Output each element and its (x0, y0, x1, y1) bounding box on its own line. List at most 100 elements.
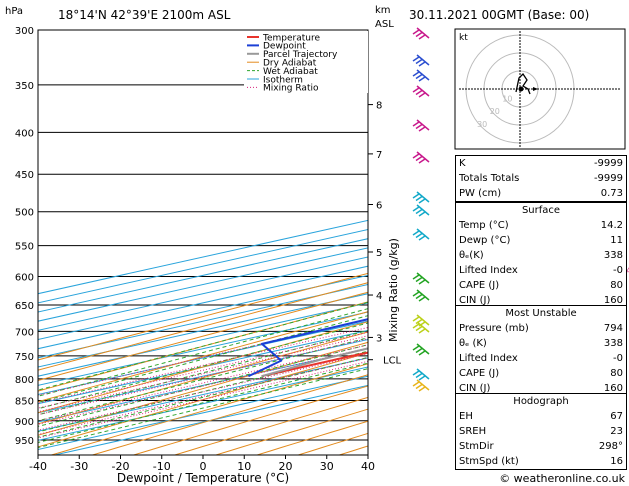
wind-barb-staff (416, 69, 430, 81)
height-tick-label: 3 (376, 333, 382, 344)
wind-barb (412, 191, 430, 204)
wet-adiabat-line (38, 356, 368, 438)
profile-lines (247, 318, 368, 378)
stat-row: θₑ(K) 338 (456, 248, 626, 263)
axes: 3003504004505005506006507007508008509009… (15, 26, 402, 473)
stats-panel: K -9999 Totals Totals -9999 PW (cm) 0.73 (455, 155, 627, 202)
stat-label: Lifted Index (459, 353, 518, 364)
stat-label: CAPE (J) (459, 368, 500, 379)
hodograph-stats-title: Hodograph (513, 396, 569, 407)
dry-adiabat-line (38, 311, 368, 403)
copyright: © weatheronline.co.uk (499, 472, 625, 485)
hodograph-arrow (533, 87, 538, 91)
wind-barb-flag (415, 208, 423, 215)
dry-adiabat-line (38, 282, 368, 371)
stat-row: Dewp (°C) 11 (456, 233, 626, 248)
stat-row: CAPE (J) 80 (456, 278, 626, 293)
wind-barb (412, 289, 430, 302)
stat-row: PW (cm) 0.73 (456, 186, 626, 201)
pressure-tick-label: 700 (15, 327, 34, 338)
wind-barb (412, 119, 430, 132)
dry-adiabat-line (38, 301, 368, 392)
wind-barb-staff (416, 85, 430, 97)
km-label: km (375, 5, 391, 16)
stat-row: CIN (J) 160 (456, 293, 626, 308)
wind-barb-flag (415, 232, 423, 239)
hodograph-stats-panel: Hodograph EH 67 SREH 23 StmDir 298° StmSpd (kt… (455, 393, 627, 470)
wind-barb (412, 54, 430, 67)
wind-barb (412, 27, 430, 40)
stat-row: Lifted Index -0 (456, 351, 626, 366)
wind-barb (412, 379, 430, 392)
wind-barb-flag (418, 92, 426, 98)
dry-adiabat-line (38, 291, 368, 382)
isotherm-line (38, 229, 368, 304)
stat-row: StmDir 298° (456, 439, 626, 454)
stat-label: CIN (J) (459, 383, 491, 394)
stat-value: 338 (603, 338, 623, 349)
wind-barb-staff (416, 314, 430, 326)
stat-row: SREH 23 (456, 424, 626, 439)
wind-barb-staff (416, 204, 430, 216)
stat-value: 794 (603, 323, 623, 334)
dry-adiabat-line (214, 408, 368, 455)
wind-barb-flag (412, 87, 420, 93)
dry-adiabat-line (38, 272, 368, 361)
wind-barb-staff (416, 368, 430, 380)
stat-value: 80 (610, 368, 623, 379)
stat-label: PW (cm) (459, 188, 502, 199)
pressure-tick-label: 750 (15, 352, 34, 363)
isotherm-line (38, 357, 368, 432)
wind-barb-flag (418, 34, 426, 40)
wind-barb-flag (418, 198, 426, 204)
wind-barb-flag (415, 293, 423, 300)
isotherm-line (38, 238, 368, 313)
stat-label: StmSpd (kt) (459, 456, 519, 467)
legend-entry: Dewpoint (263, 42, 306, 52)
stat-row: EH 67 (456, 409, 626, 424)
wind-barb (412, 85, 430, 98)
pressure-tick-label: 800 (15, 375, 34, 386)
hodograph-unit-label: kt (459, 33, 468, 43)
stat-row: CIN (J) 160 (456, 381, 626, 396)
wind-barb-flag (418, 211, 426, 217)
stat-row: Temp (°C) 14.2 (456, 218, 626, 233)
wind-barb-flag (415, 89, 423, 96)
stat-value: 80 (610, 280, 623, 291)
hodograph-ring-label: 30 (477, 120, 487, 129)
legend-entry: Temperature (262, 33, 320, 43)
hodograph-storm-marker (518, 86, 524, 92)
wind-barb-flag (415, 155, 423, 162)
temperature-tick-label: -10 (153, 460, 171, 473)
stat-label: CAPE (J) (459, 280, 500, 291)
wind-barb (412, 151, 430, 164)
stat-value: 14.2 (600, 220, 623, 231)
pressure-tick-label: 350 (15, 81, 34, 92)
height-tick-label: 4 (376, 291, 382, 302)
stat-label: EH (459, 411, 473, 422)
wind-barb-flag (418, 76, 426, 82)
temperature-tick-label: 40 (361, 460, 375, 473)
wet-adiabat-line (38, 368, 368, 449)
wind-barb-flag (412, 206, 420, 212)
stat-row: K -9999 (456, 156, 626, 171)
wind-barb-flag (412, 153, 420, 159)
wind-barbs (412, 27, 430, 392)
wind-barb-flag (412, 230, 420, 236)
height-tick-label: 8 (376, 101, 382, 112)
stat-label: StmDir (459, 441, 494, 452)
wind-barb-staff (416, 343, 430, 355)
wind-barb (412, 314, 430, 327)
pressure-tick-label: 600 (15, 273, 34, 284)
pressure-tick-label: 850 (15, 396, 34, 407)
hpa-label: hPa (5, 6, 23, 17)
stat-label: Temp (°C) (459, 220, 509, 231)
wind-barb-flag (412, 381, 420, 387)
dry-adiabat-line (38, 352, 368, 448)
legend-entry: Isotherm (263, 75, 303, 85)
isotherm-line (38, 348, 368, 423)
wind-barb-flag (418, 296, 426, 302)
wind-barb-flag (415, 195, 423, 202)
